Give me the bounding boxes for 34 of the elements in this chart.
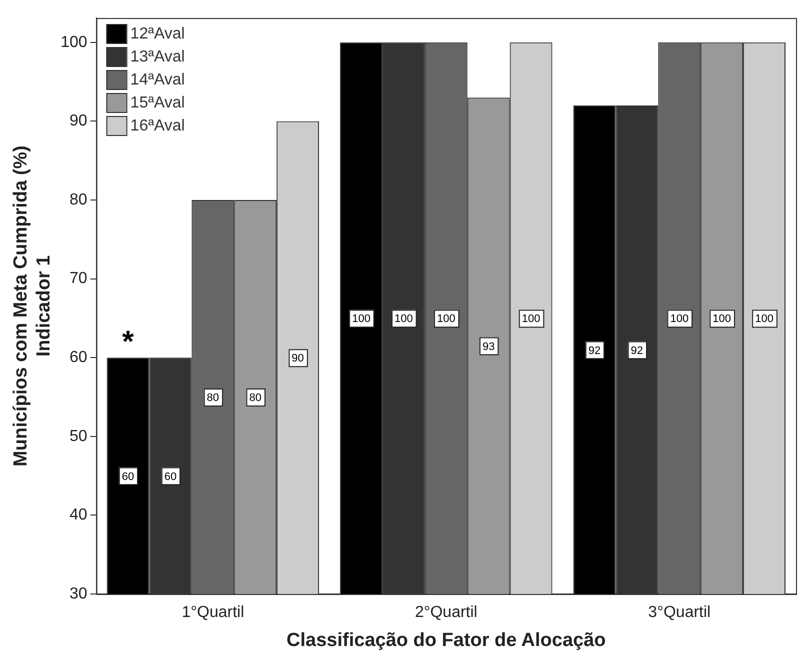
y-tick-label: 30 bbox=[70, 585, 88, 602]
data-label: 100 bbox=[352, 313, 370, 326]
legend-label: 12ªAval bbox=[130, 25, 185, 42]
y-tick-label: 50 bbox=[70, 428, 88, 445]
data-label: 60 bbox=[122, 470, 134, 483]
y-axis-title: Municípios com Meta Cumprida (%) Indicador 1 bbox=[10, 146, 54, 466]
legend-label: 13ªAval bbox=[130, 48, 185, 66]
legend-label: 16ªAval bbox=[130, 117, 185, 134]
data-label: 100 bbox=[522, 313, 540, 326]
data-label: 92 bbox=[630, 344, 644, 357]
y-tick-label: 60 bbox=[70, 349, 88, 366]
y-tick-label: 90 bbox=[70, 112, 88, 130]
data-label: 80 bbox=[206, 392, 220, 404]
data-label: 92 bbox=[588, 344, 601, 357]
legend-label: 15ªAval bbox=[130, 94, 185, 112]
y-tick-label: 80 bbox=[70, 191, 88, 208]
legend-label: 14ªAval bbox=[130, 71, 185, 88]
data-label: 80 bbox=[249, 392, 262, 404]
data-label: 100 bbox=[670, 313, 689, 326]
data-label: 100 bbox=[712, 313, 732, 326]
data-label: 100 bbox=[436, 313, 456, 326]
x-axis-title: Classificação do Fator de Alocação bbox=[286, 630, 606, 651]
x-tick-label: 2°Quartil bbox=[414, 604, 478, 622]
annotation: * bbox=[122, 326, 134, 359]
data-label: 60 bbox=[164, 470, 177, 483]
y-tick-label: 100 bbox=[60, 34, 88, 51]
y-tick-label: 70 bbox=[70, 270, 88, 288]
data-label: 90 bbox=[292, 352, 304, 365]
data-label: 93 bbox=[482, 340, 495, 353]
x-tick-label: 3°Quartil bbox=[648, 604, 711, 622]
data-label: 100 bbox=[755, 313, 774, 326]
data-label: 100 bbox=[394, 313, 413, 326]
x-tick-label: 1°Quartil bbox=[182, 604, 244, 622]
y-tick-label: 40 bbox=[70, 506, 88, 524]
